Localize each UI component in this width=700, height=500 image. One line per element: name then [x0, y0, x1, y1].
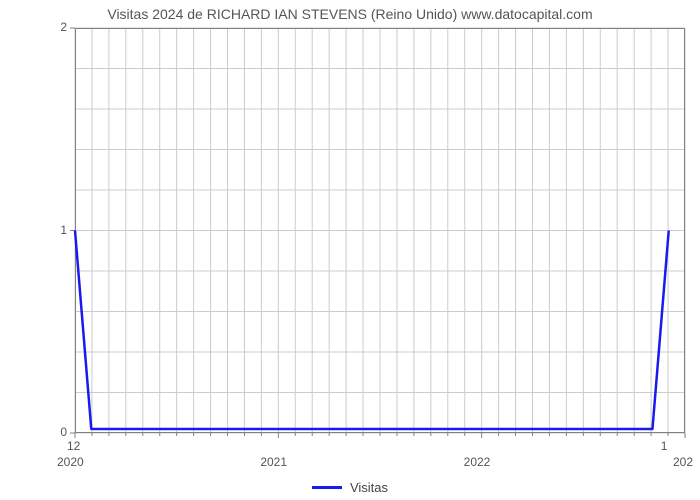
x-tick-label-clipped: 202 [673, 455, 693, 469]
plot-area [75, 28, 685, 433]
x-sub-label: 12 [67, 439, 80, 453]
y-tick-label: 1 [45, 223, 67, 237]
y-tick-label: 0 [45, 425, 67, 439]
x-sub-label: 1 [661, 439, 668, 453]
legend: Visitas [0, 480, 700, 495]
x-tick-label: 2022 [464, 455, 491, 469]
x-tick-label: 2021 [260, 455, 287, 469]
legend-swatch [312, 486, 342, 489]
x-tick-label: 2020 [57, 455, 84, 469]
chart-svg [75, 28, 685, 433]
y-tick-label: 2 [45, 20, 67, 34]
chart-title: Visitas 2024 de RICHARD IAN STEVENS (Rei… [0, 6, 700, 22]
legend-label: Visitas [350, 480, 388, 495]
